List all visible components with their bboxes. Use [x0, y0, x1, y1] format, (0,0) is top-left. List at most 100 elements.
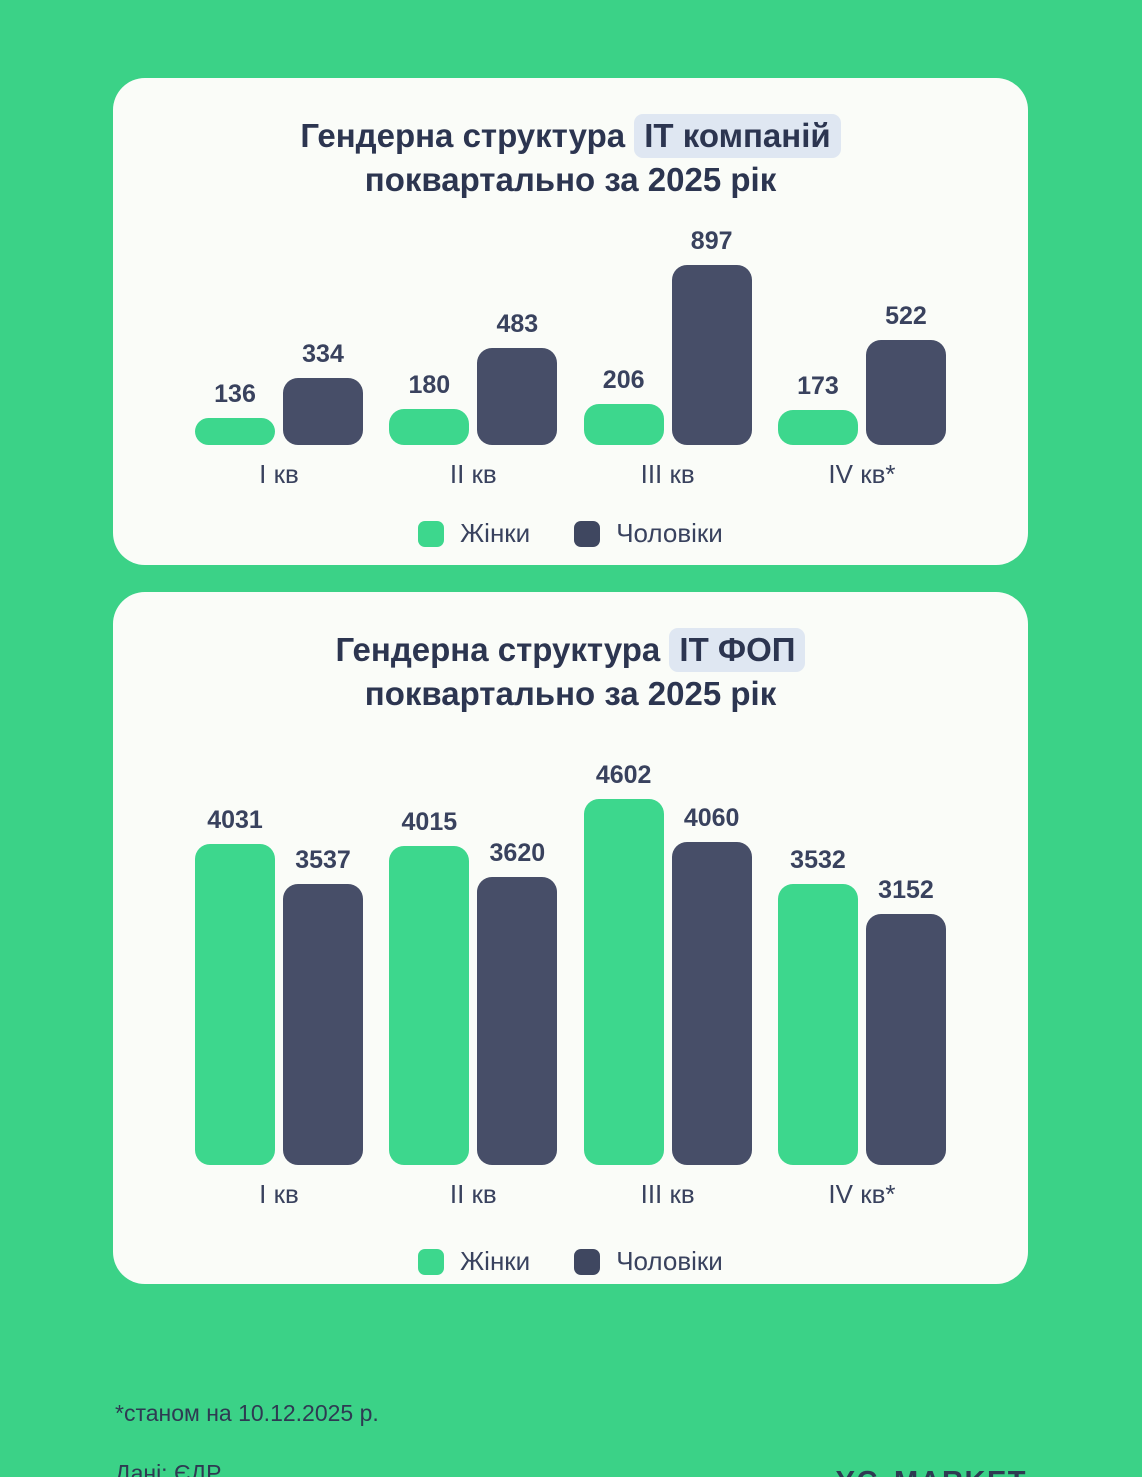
bar-column-women: 4015 [389, 808, 470, 1166]
women-swatch-icon [418, 520, 445, 547]
bar-value-label: 180 [408, 371, 451, 400]
bar-group-4: 173 522 [777, 302, 946, 446]
bar-pair: 4031 3537 [195, 806, 363, 1166]
source-line: Дані: ЄДР [115, 1460, 222, 1477]
men-bar [671, 842, 752, 1166]
bar-column-men: 897 [671, 227, 752, 446]
legend-label-women: Жінки [460, 1246, 531, 1277]
men-bar [671, 265, 752, 446]
bar-plot-it-fop: 4031 3537 4015 3620 4602 4060 3532 3152 [113, 753, 1028, 1166]
bar-pair: 180 483 [389, 310, 558, 446]
category-label: IV кв* [828, 1179, 896, 1210]
bar-group-1: 4031 3537 [195, 806, 363, 1166]
chart-card-it-fop: Гендерна структура ІТ ФОП поквартально за… [113, 592, 1028, 1284]
women-bar [389, 846, 470, 1166]
women-swatch-icon [418, 1248, 445, 1275]
data-sources: Дані: ЄДР Аналітика: YC.Market [115, 1458, 1027, 1477]
bar-value-label: 897 [690, 227, 733, 256]
legend: Жінки Чоловіки [113, 518, 1028, 549]
legend-item-men: Чоловіки [574, 1246, 723, 1277]
yc-market-logo: YC MARKET [836, 1466, 1027, 1477]
bar-pair: 206 897 [583, 227, 752, 446]
title-highlight: ІТ ФОП [669, 628, 806, 672]
bar-column-men: 522 [865, 302, 946, 446]
bar-group-2: 4015 3620 [389, 808, 558, 1166]
legend-label-men: Чоловіки [616, 518, 723, 549]
bar-group-1: 136 334 [195, 340, 363, 446]
bar-column-men: 3537 [283, 846, 363, 1166]
women-bar [583, 799, 664, 1166]
bar-value-label: 4015 [401, 808, 458, 837]
women-bar [195, 418, 275, 446]
bar-column-women: 206 [583, 366, 664, 446]
bar-column-men: 483 [477, 310, 558, 446]
bar-value-label: 206 [602, 366, 645, 395]
title-line2: поквартально за 2025 рік [364, 674, 777, 712]
legend-item-men: Чоловіки [574, 518, 723, 549]
bar-value-label: 4060 [683, 804, 740, 833]
bar-pair: 136 334 [195, 340, 363, 446]
women-bar [777, 410, 858, 446]
category-label: IV кв* [828, 459, 896, 490]
title-prefix: Гендерна структура [335, 631, 661, 668]
men-bar [283, 884, 363, 1166]
men-bar [477, 877, 558, 1166]
category-axis: І кв ІІ кв ІІІ кв IV кв* [113, 1179, 1028, 1210]
bar-value-label: 4602 [595, 761, 652, 790]
bar-column-men: 3152 [865, 876, 946, 1166]
bar-value-label: 483 [496, 310, 539, 339]
bar-value-label: 3532 [790, 846, 846, 875]
footer: *станом на 10.12.2025 р. Дані: ЄДР Аналі… [0, 1362, 1142, 1477]
bar-column-women: 4031 [195, 806, 275, 1166]
bar-column-women: 3532 [777, 846, 858, 1166]
men-bar [477, 348, 558, 446]
bar-column-women: 136 [195, 380, 275, 446]
bar-plot-it-companies: 136 334 180 483 206 897 173 522 [113, 227, 1028, 446]
women-bar [777, 884, 858, 1166]
bar-pair: 3532 3152 [777, 846, 946, 1166]
bar-column-women: 173 [777, 372, 858, 446]
men-bar [283, 378, 363, 446]
women-bar [195, 844, 275, 1166]
chart-title-it-fop: Гендерна структура ІТ ФОП поквартально за… [113, 592, 1028, 715]
bar-column-men: 4060 [671, 804, 752, 1166]
bar-group-4: 3532 3152 [777, 846, 946, 1166]
category-label: І кв [259, 1179, 299, 1210]
legend-label-men: Чоловіки [616, 1246, 723, 1277]
category-label: ІІІ кв [640, 459, 695, 490]
men-bar [865, 914, 946, 1166]
category-label: ІІ кв [449, 1179, 497, 1210]
legend-item-women: Жінки [418, 518, 530, 549]
logo-text-market: MARKET [894, 1466, 1027, 1477]
women-bar [583, 404, 664, 446]
bar-pair: 4602 4060 [583, 761, 752, 1166]
category-label: ІІІ кв [640, 1179, 695, 1210]
bar-value-label: 3537 [295, 846, 351, 875]
title-line2: поквартально за 2025 рік [364, 160, 777, 198]
men-bar [865, 340, 946, 446]
footnote: *станом на 10.12.2025 р. [115, 1400, 379, 1426]
legend-item-women: Жінки [418, 1246, 530, 1277]
women-bar [389, 409, 470, 446]
bar-group-3: 4602 4060 [583, 761, 752, 1166]
logo-text-yc: YC [836, 1466, 879, 1477]
category-axis: І кв ІІ кв ІІІ кв IV кв* [113, 459, 1028, 490]
men-swatch-icon [574, 1248, 601, 1275]
bar-value-label: 522 [885, 302, 927, 331]
bar-column-women: 180 [389, 371, 470, 446]
bar-column-men: 3620 [477, 839, 558, 1166]
category-label: І кв [259, 459, 299, 490]
bar-value-label: 173 [797, 372, 839, 401]
legend-label-women: Жінки [460, 518, 531, 549]
bar-value-label: 3152 [878, 876, 934, 905]
category-label: ІІ кв [449, 459, 497, 490]
bar-column-men: 334 [283, 340, 363, 446]
bar-value-label: 334 [302, 340, 344, 369]
chart-card-it-companies: Гендерна структура ІТ компаній покварталь… [113, 78, 1028, 565]
legend: Жінки Чоловіки [113, 1246, 1028, 1277]
men-swatch-icon [574, 520, 601, 547]
bar-value-label: 4031 [207, 806, 263, 835]
title-prefix: Гендерна структура [300, 117, 626, 154]
bar-group-2: 180 483 [389, 310, 558, 446]
bar-group-3: 206 897 [583, 227, 752, 446]
